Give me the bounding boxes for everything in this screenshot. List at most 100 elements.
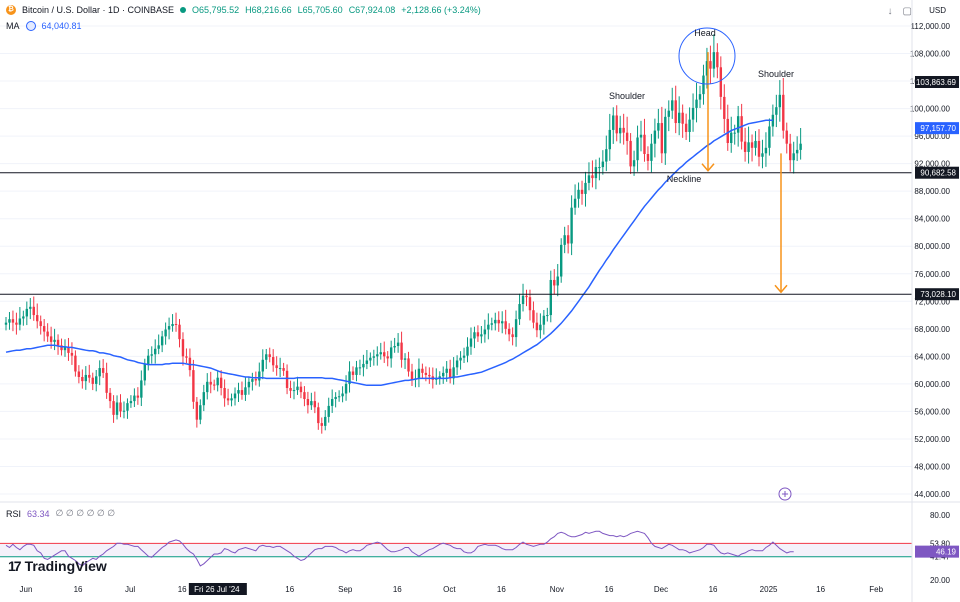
candle	[282, 362, 285, 376]
candle	[702, 64, 705, 105]
candle	[511, 327, 514, 346]
ma-price-badge-bg	[915, 122, 959, 135]
candle	[396, 333, 400, 353]
candle	[157, 334, 160, 355]
candle	[174, 312, 178, 332]
symbol-legend: ₿ Bitcoin / U.S. Dollar · 1D · COINBASE …	[6, 5, 481, 15]
low-value: L65,705.60	[297, 5, 343, 15]
candle	[36, 303, 39, 329]
candle-body	[334, 396, 337, 400]
price-tick-label: 52,000.00	[914, 435, 950, 444]
candle-body	[376, 354, 379, 357]
currency-label[interactable]: USD	[929, 6, 946, 15]
price-tick-label: 84,000.00	[914, 215, 950, 224]
candle-body	[733, 132, 736, 134]
candle-body	[501, 321, 504, 324]
maximize-icon[interactable]: ▢	[902, 6, 912, 17]
candle	[386, 351, 389, 367]
rsi-legend[interactable]: RSI 63.34 ∅ ∅ ∅ ∅ ∅ ∅	[6, 508, 115, 519]
candle-body	[743, 141, 747, 152]
candle	[549, 270, 552, 323]
candle-body	[98, 368, 101, 377]
candle	[719, 56, 723, 110]
candle-body	[747, 142, 750, 152]
candle-body	[483, 329, 487, 335]
candle-body	[677, 112, 681, 124]
candle-body	[761, 153, 764, 157]
candle-body	[324, 416, 327, 426]
candle-body	[56, 339, 60, 346]
candle-body	[275, 365, 278, 369]
candle	[216, 371, 219, 392]
candle-body	[379, 352, 382, 355]
candle	[546, 307, 549, 322]
bitcoin-icon: ₿	[6, 5, 16, 15]
candle	[327, 397, 330, 423]
candle-body	[507, 328, 511, 335]
symbol-title[interactable]: Bitcoin / U.S. Dollar · 1D · COINBASE	[22, 5, 175, 15]
candle-body	[671, 100, 674, 111]
candle	[46, 323, 49, 342]
candle	[320, 417, 323, 434]
candle	[563, 226, 566, 254]
candle	[240, 381, 244, 400]
candle-body	[691, 107, 695, 120]
tradingview-logo[interactable]: 17 TradingView	[8, 558, 107, 574]
candle	[632, 150, 636, 176]
candle-body	[428, 374, 431, 377]
candle-body	[684, 123, 688, 132]
ma-legend[interactable]: MA 64,040.81	[6, 21, 82, 31]
candle-body	[18, 318, 22, 325]
candle	[74, 350, 77, 377]
brand-name: TradingView	[24, 558, 107, 574]
candle-body	[396, 342, 400, 347]
candle-body	[601, 161, 605, 168]
candle-body	[192, 370, 195, 402]
candle	[778, 80, 782, 122]
candle-body	[296, 386, 299, 391]
candle	[494, 312, 497, 331]
neckline-label: Neckline	[667, 174, 702, 184]
candle-body	[764, 147, 768, 154]
candle	[324, 410, 327, 431]
last-price-badge-text: 103,863.69	[916, 78, 957, 87]
candle	[795, 136, 799, 162]
candle	[657, 108, 660, 139]
candle	[341, 386, 344, 403]
market-status-icon	[180, 7, 187, 13]
candle	[63, 339, 67, 357]
candle-body	[789, 143, 792, 161]
candle-body	[719, 67, 723, 97]
candle-body	[580, 189, 584, 194]
eye-icon[interactable]	[25, 21, 36, 31]
candle-body	[702, 75, 705, 95]
candle-body	[646, 154, 650, 161]
candle-body	[400, 342, 403, 360]
candle	[743, 127, 747, 162]
candle	[337, 390, 341, 402]
candle-body	[563, 235, 566, 245]
candle-body	[386, 356, 389, 359]
candle	[671, 87, 674, 119]
candle-body	[705, 61, 709, 76]
candle-body	[15, 322, 18, 325]
candle-body	[542, 315, 546, 325]
candle	[459, 351, 462, 370]
candle	[591, 160, 594, 188]
candle-body	[8, 319, 11, 323]
time-tick-label: 16	[816, 585, 825, 594]
ma-price-badge: 97,157.70	[915, 122, 959, 135]
candle	[688, 107, 691, 142]
candle	[181, 332, 185, 366]
candle-body	[598, 167, 601, 169]
candle-body	[306, 399, 310, 406]
candle	[101, 359, 105, 378]
add-alert-icon[interactable]	[778, 487, 792, 501]
move-down-icon[interactable]: ↓	[887, 6, 893, 17]
candle-body	[566, 235, 570, 244]
candle-body	[785, 130, 788, 144]
candle-body	[237, 390, 240, 394]
rsi-tick-label: 20.00	[930, 576, 951, 585]
candle	[525, 289, 528, 307]
